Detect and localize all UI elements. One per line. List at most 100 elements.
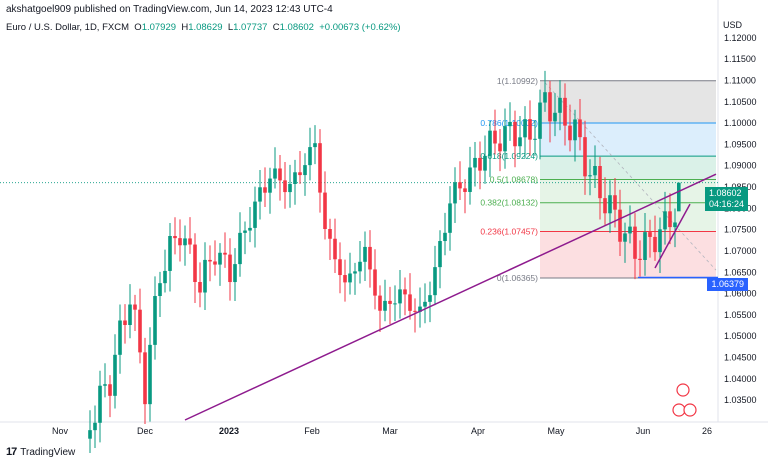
candle-body bbox=[383, 300, 387, 311]
h-label: H bbox=[181, 22, 189, 33]
x-tick-label: Nov bbox=[52, 426, 69, 436]
l-value: 1.07737 bbox=[233, 22, 268, 33]
candle-body bbox=[193, 244, 197, 283]
candle-body bbox=[238, 232, 242, 265]
candle-body bbox=[608, 195, 612, 214]
y-tick-label: 1.11500 bbox=[724, 54, 756, 64]
y-tick-label: 1.05500 bbox=[724, 310, 757, 320]
channel-line bbox=[654, 203, 691, 269]
candle-body bbox=[168, 235, 172, 271]
candle-body bbox=[273, 168, 277, 179]
candle-body bbox=[578, 119, 582, 138]
candle-body bbox=[143, 352, 147, 405]
fib-level-label: 0(1.06365) bbox=[497, 273, 538, 283]
candle-body bbox=[313, 143, 317, 148]
candle-body bbox=[88, 430, 92, 439]
candle-body bbox=[668, 211, 672, 228]
y-tick-label: 1.12000 bbox=[724, 33, 757, 43]
candle-body bbox=[413, 310, 417, 312]
candle-body bbox=[528, 119, 532, 140]
candle-body bbox=[503, 126, 507, 152]
candle-body bbox=[538, 102, 542, 139]
candle-body bbox=[233, 264, 237, 283]
y-tick-label: 1.03500 bbox=[724, 395, 757, 405]
candle-body bbox=[303, 165, 307, 176]
candle-body bbox=[483, 155, 487, 171]
y-tick-label: 1.10500 bbox=[724, 97, 757, 107]
event-flag-icon bbox=[676, 383, 690, 397]
candle-body bbox=[263, 187, 267, 193]
candle-body bbox=[108, 384, 112, 396]
candle-body bbox=[398, 289, 402, 304]
candle-body bbox=[163, 270, 167, 284]
symbol-name: Euro / U.S. Dollar, 1D, FXCM bbox=[6, 22, 130, 33]
candle-body bbox=[178, 238, 182, 246]
l-label: L bbox=[227, 22, 234, 33]
candle-body bbox=[283, 180, 287, 193]
x-tick-label: Jun bbox=[636, 426, 651, 436]
fib-zone bbox=[540, 156, 716, 180]
candle-body bbox=[333, 238, 337, 260]
candle-body bbox=[348, 273, 352, 283]
candle-body bbox=[243, 230, 247, 233]
candle-body bbox=[183, 238, 187, 246]
event-flag-icon bbox=[672, 403, 686, 417]
change-value: +0.00673 (+0.62%) bbox=[319, 22, 401, 33]
event-flag-icon bbox=[683, 403, 697, 417]
candle-body bbox=[353, 271, 357, 274]
candle-body bbox=[663, 211, 667, 230]
candle-body bbox=[343, 275, 347, 283]
candle-body bbox=[388, 300, 392, 304]
y-tick-label: 1.06000 bbox=[724, 289, 757, 299]
y-tick-label: 1.11000 bbox=[724, 75, 756, 85]
candle-body bbox=[113, 354, 117, 396]
candle-body bbox=[213, 261, 217, 265]
candle-body bbox=[623, 233, 627, 242]
candle-body bbox=[278, 168, 282, 181]
candle-body bbox=[328, 229, 332, 239]
candle-body bbox=[223, 252, 227, 255]
candle-body bbox=[198, 282, 202, 293]
candle-body bbox=[358, 261, 362, 272]
candle-body bbox=[543, 92, 547, 103]
candle-body bbox=[133, 304, 137, 310]
candle-body bbox=[493, 130, 497, 144]
candle-body bbox=[103, 384, 107, 386]
candle-body bbox=[323, 192, 327, 230]
candle-body bbox=[93, 422, 97, 431]
candle-body bbox=[118, 320, 122, 355]
candle-body bbox=[438, 241, 442, 268]
candle-body bbox=[508, 121, 512, 127]
y-tick-label: 1.09000 bbox=[724, 161, 757, 171]
candle-body bbox=[123, 320, 127, 326]
candle-body bbox=[533, 138, 537, 140]
y-tick-label: 1.04000 bbox=[724, 374, 757, 384]
candle-body bbox=[498, 143, 502, 152]
fib-zone bbox=[540, 80, 716, 124]
candle-body bbox=[653, 236, 657, 253]
candle-body bbox=[138, 309, 142, 353]
fib-level-label: 0.618(1.09224) bbox=[480, 151, 538, 161]
x-tick-label: 26 bbox=[702, 426, 712, 436]
candle-body bbox=[453, 182, 457, 204]
candle-body bbox=[433, 267, 437, 296]
o-label: O bbox=[134, 22, 142, 33]
candle-body bbox=[153, 296, 157, 345]
candle-body bbox=[293, 172, 297, 184]
candle-body bbox=[563, 97, 567, 126]
y-tick-label: 1.07000 bbox=[724, 246, 757, 256]
last-price-value: 1.08602 bbox=[708, 188, 742, 198]
x-tick-label: Apr bbox=[471, 426, 485, 436]
fib-level-label: 0.5(1.08678) bbox=[490, 174, 538, 184]
candle-body bbox=[523, 119, 527, 138]
candle-body bbox=[613, 195, 617, 210]
candle-body bbox=[98, 385, 102, 423]
tradingview-logo-icon: 17 bbox=[6, 446, 17, 458]
candle-body bbox=[588, 175, 592, 177]
candle-body bbox=[408, 294, 412, 311]
candle-body bbox=[603, 198, 607, 214]
candle-body bbox=[558, 97, 562, 113]
x-tick-label: May bbox=[547, 426, 565, 436]
y-tick-label: 1.04500 bbox=[724, 353, 757, 363]
